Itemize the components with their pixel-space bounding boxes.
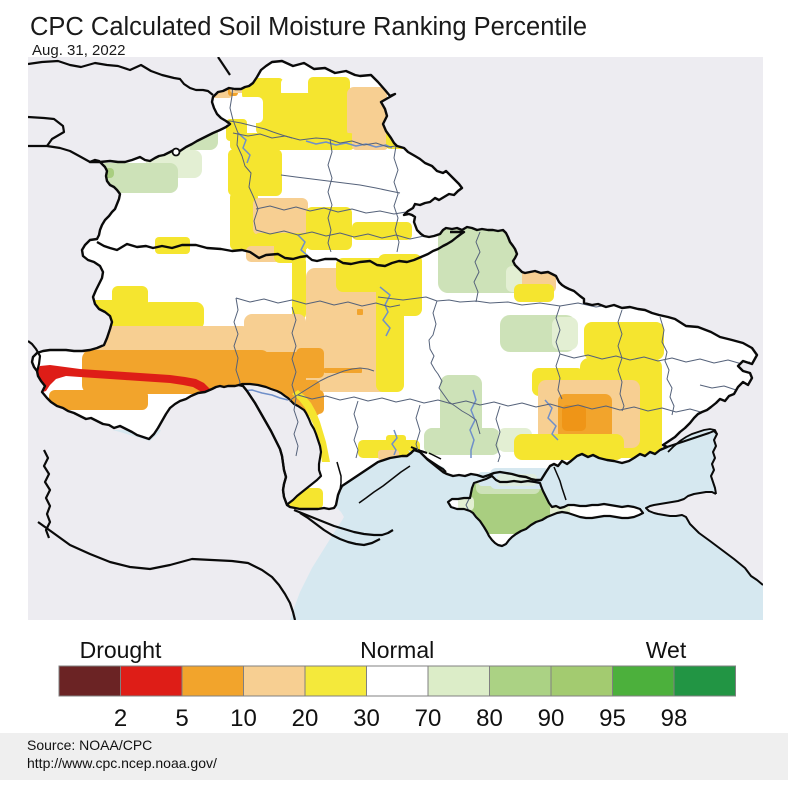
svg-text:20: 20 <box>292 705 319 732</box>
svg-text:CPC Calculated Soil Moisture R: CPC Calculated Soil Moisture Ranking Per… <box>30 13 587 41</box>
svg-text:5: 5 <box>175 705 188 732</box>
svg-text:98: 98 <box>661 705 688 732</box>
svg-text:2: 2 <box>114 705 127 732</box>
svg-text:95: 95 <box>599 705 626 732</box>
svg-text:10: 10 <box>230 705 257 732</box>
svg-text:70: 70 <box>415 705 442 732</box>
svg-text:30: 30 <box>353 705 380 732</box>
svg-text:Source: NOAA/CPC: Source: NOAA/CPC <box>27 737 152 753</box>
svg-text:Aug. 31, 2022: Aug. 31, 2022 <box>32 42 125 59</box>
svg-text:http://www.cpc.ncep.noaa.gov/: http://www.cpc.ncep.noaa.gov/ <box>27 755 217 771</box>
svg-text:90: 90 <box>538 705 565 732</box>
svg-text:Normal: Normal <box>360 637 434 663</box>
svg-text:Wet: Wet <box>646 637 687 663</box>
svg-text:Drought: Drought <box>80 637 162 663</box>
svg-text:80: 80 <box>476 705 503 732</box>
